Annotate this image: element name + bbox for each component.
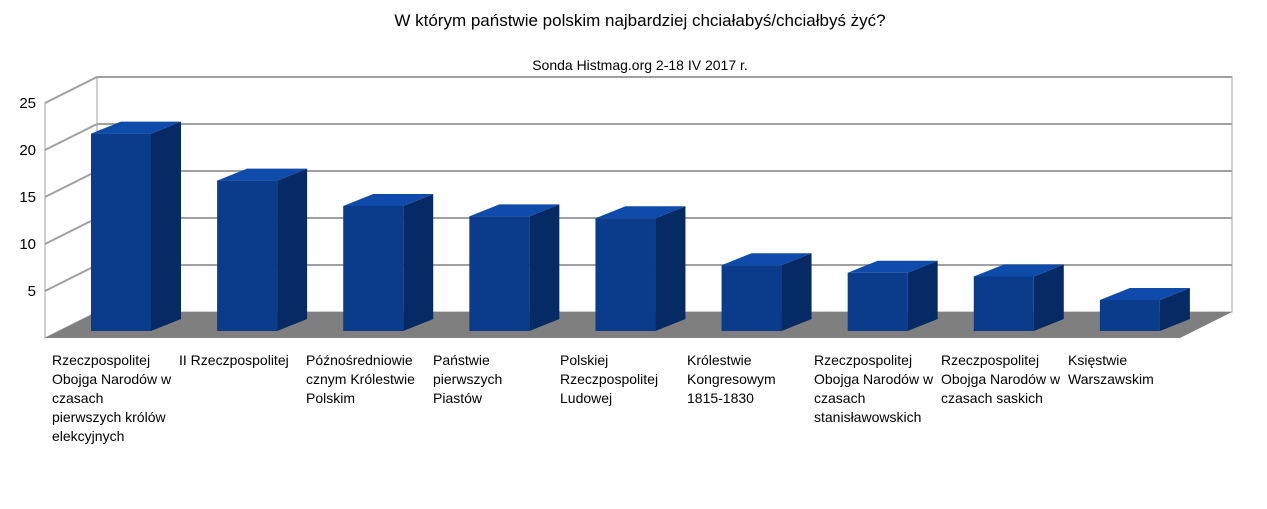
y-tick-label: 20: [19, 142, 36, 159]
bar-top: [595, 206, 686, 219]
y-tick-label: 25: [19, 95, 36, 112]
gridline: [44, 123, 1232, 151]
bar-top: [91, 121, 181, 134]
bar-top: [973, 264, 1064, 277]
bar-top: [217, 168, 308, 181]
bar-side: [781, 253, 812, 331]
bar-top: [1099, 287, 1190, 300]
bar-side: [151, 121, 181, 331]
bar: [91, 133, 151, 331]
y-tick-label: 10: [19, 236, 36, 253]
x-tick-label: Królestwie Kongresowym 1815-1830: [687, 352, 776, 406]
bar-side: [1159, 287, 1190, 331]
x-tick-label: Księstwie Warszawskim: [1068, 352, 1154, 387]
x-tick-label: Państwie pierwszych Piastów: [433, 352, 503, 406]
bar-top: [847, 260, 938, 273]
bar-side: [655, 206, 686, 331]
bar: [343, 205, 404, 331]
x-tick-label: II Rzeczpospolitej: [179, 352, 289, 368]
chart-title: W którym państwie polskim najbardziej ch…: [394, 11, 885, 30]
bar-top: [469, 204, 560, 217]
bar: [847, 272, 908, 331]
bar: [1099, 299, 1160, 331]
plot-area: 5 10 15 20 25: [19, 76, 1233, 339]
bar-side: [529, 204, 560, 331]
chart-subtitle: Sonda Histmag.org 2-18 IV 2017 r.: [532, 57, 748, 73]
side-wall: [44, 76, 98, 339]
bar: [721, 265, 782, 331]
y-tick-label: 15: [19, 189, 36, 206]
bar-side: [277, 168, 308, 331]
bar-side: [1033, 264, 1064, 331]
x-tick-label: Rzeczpospolitej Obojga Narodów w czasach…: [814, 352, 934, 425]
x-tick-label: Polskiej Rzeczpospolitej Ludowej: [560, 352, 659, 406]
bar: [217, 180, 278, 331]
bar-side: [403, 193, 434, 331]
bar: [973, 276, 1034, 331]
y-tick-label: 5: [28, 283, 36, 300]
x-tick-label: Późnośredniowie cznym Królestwie Polskim: [306, 352, 415, 406]
bar: [595, 218, 656, 331]
bar-top: [721, 253, 812, 266]
x-tick-label: Rzeczpospolitej Obojga Narodów w czasach…: [941, 352, 1061, 406]
bar: [469, 216, 530, 331]
bar-top: [343, 193, 434, 206]
bar-side: [907, 260, 938, 331]
x-tick-label: Rzeczpospolitej Obojga Narodów w czasach…: [52, 352, 172, 444]
gridline: [44, 76, 1232, 104]
